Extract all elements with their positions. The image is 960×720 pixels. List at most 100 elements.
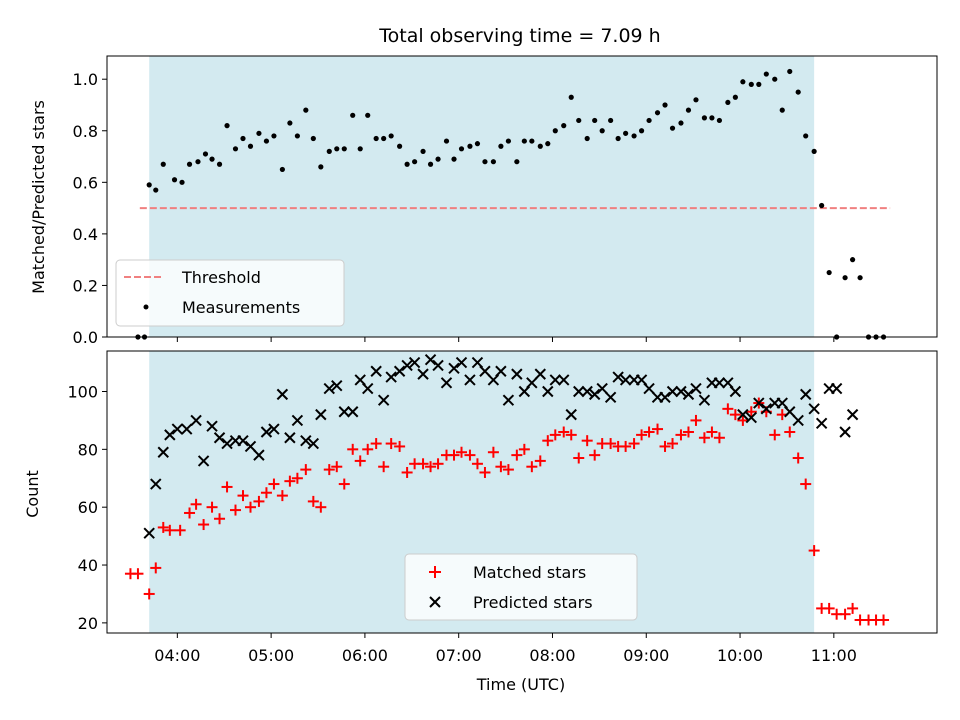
measurement-point bbox=[388, 133, 394, 139]
measurement-point bbox=[693, 97, 699, 103]
matched-star-point bbox=[479, 466, 491, 478]
predicted-star-point bbox=[760, 403, 773, 415]
predicted-star-point bbox=[143, 527, 155, 539]
bottom-axes-frame bbox=[106, 350, 938, 634]
x-tick-label: 09:00 bbox=[623, 646, 669, 665]
matched-star-point bbox=[800, 478, 812, 490]
measurement-point bbox=[701, 115, 708, 121]
y-tick-label: 100 bbox=[67, 382, 98, 401]
measurement-point bbox=[584, 135, 590, 142]
predicted-star-point bbox=[432, 359, 444, 372]
matched-star-point bbox=[276, 490, 288, 502]
top-y-axis-label: Matched/Predicted stars bbox=[29, 100, 48, 294]
measurement-point bbox=[599, 128, 605, 134]
predicted-star-point bbox=[260, 426, 273, 438]
measurement-point bbox=[202, 151, 209, 157]
matched-star-point bbox=[448, 449, 460, 461]
measurement-point bbox=[397, 143, 403, 149]
matched-star-point bbox=[370, 438, 382, 450]
measurement-point bbox=[545, 141, 551, 147]
predicted-star-point bbox=[464, 374, 476, 386]
predicted-star-point bbox=[448, 362, 460, 375]
predicted-star-point bbox=[511, 368, 523, 380]
predicted-star-point bbox=[792, 414, 804, 427]
measurement-point bbox=[412, 159, 418, 165]
predicted-star-point bbox=[377, 394, 390, 406]
matched-star-point bbox=[698, 432, 710, 444]
y-tick-label: 0.0 bbox=[73, 328, 98, 347]
matched-star-point bbox=[132, 568, 144, 580]
measurement-point bbox=[779, 107, 785, 113]
matched-star-point bbox=[385, 438, 397, 450]
matched-star-point bbox=[549, 429, 561, 441]
x-tick-label: 07:00 bbox=[436, 646, 482, 665]
predicted-star-point bbox=[846, 408, 859, 421]
matched-star-point bbox=[184, 507, 196, 519]
predicted-star-point bbox=[753, 397, 765, 409]
matched-star-point bbox=[690, 414, 702, 426]
measurement-point bbox=[819, 202, 825, 209]
predicted-star-point bbox=[323, 382, 335, 395]
matched-star-point bbox=[221, 481, 233, 493]
matched-star-point bbox=[526, 461, 538, 473]
predicted-star-point bbox=[291, 414, 304, 427]
matched-star-point bbox=[518, 443, 530, 455]
matched-star-point bbox=[558, 426, 570, 438]
predicted-star-point bbox=[612, 371, 624, 383]
matched-star-point bbox=[307, 495, 319, 507]
measurement-point bbox=[303, 107, 309, 113]
measurement-point bbox=[216, 161, 223, 167]
matched-star-point bbox=[706, 426, 718, 438]
matched-star-point bbox=[237, 490, 249, 502]
predicted-star-point bbox=[268, 423, 280, 435]
measurement-point bbox=[709, 115, 715, 121]
measurement-point bbox=[763, 71, 769, 77]
matched-star-point bbox=[190, 498, 202, 510]
measurement-point bbox=[561, 123, 567, 129]
measurement-point bbox=[623, 130, 629, 136]
measurement-point bbox=[420, 148, 426, 154]
legend-matched-swatch bbox=[429, 566, 441, 578]
bottom-y-axis: 20 40 60 80 100 bbox=[67, 382, 107, 633]
predicted-star-point bbox=[839, 426, 851, 438]
matched-star-point bbox=[808, 545, 820, 557]
measurement-point bbox=[467, 143, 473, 149]
measurement-point bbox=[631, 133, 637, 139]
y-tick-label: 0.6 bbox=[73, 173, 98, 192]
matched-star-point bbox=[589, 449, 601, 461]
predicted-star-point bbox=[197, 455, 210, 467]
measurement-point bbox=[521, 138, 527, 144]
matched-star-point bbox=[291, 472, 303, 484]
predicted-star-point bbox=[307, 437, 320, 450]
x-tick-label: 10:00 bbox=[717, 646, 763, 665]
predicted-star-point bbox=[675, 385, 687, 398]
matched-star-point bbox=[620, 440, 632, 452]
matched-star-point bbox=[581, 435, 593, 447]
predicted-star-point bbox=[370, 365, 382, 377]
measurement-point bbox=[326, 148, 332, 154]
measurement-point bbox=[756, 81, 762, 87]
matched-star-point bbox=[260, 487, 272, 499]
predicted-star-point bbox=[830, 382, 843, 395]
matched-star-point bbox=[253, 495, 265, 507]
matched-star-point bbox=[573, 452, 585, 464]
predicted-star-point bbox=[338, 406, 350, 418]
matched-star-point bbox=[769, 429, 781, 441]
predicted-star-point bbox=[682, 388, 695, 401]
predicted-star-point bbox=[495, 365, 507, 377]
predicted-star-point bbox=[729, 385, 742, 398]
measurement-point bbox=[716, 117, 723, 124]
legend-matched-label: Matched stars bbox=[473, 563, 586, 582]
matched-star-point bbox=[401, 466, 413, 478]
predicted-star-point bbox=[284, 432, 296, 444]
bottom-plot-area bbox=[124, 353, 890, 626]
x-tick-label: 11:00 bbox=[811, 646, 857, 665]
matched-star-point bbox=[628, 438, 640, 450]
measurement-point bbox=[787, 68, 793, 75]
measurement-point bbox=[482, 159, 488, 165]
predicted-star-point bbox=[164, 429, 176, 441]
matched-star-point bbox=[495, 461, 507, 473]
matched-star-point bbox=[284, 475, 296, 487]
measurement-point bbox=[608, 117, 614, 124]
